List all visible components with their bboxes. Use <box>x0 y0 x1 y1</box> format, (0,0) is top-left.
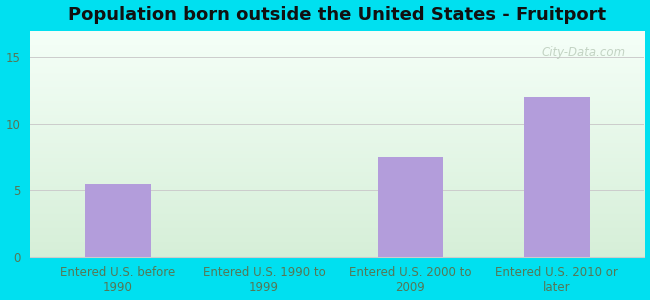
Title: Population born outside the United States - Fruitport: Population born outside the United State… <box>68 6 606 24</box>
Bar <box>378 157 443 257</box>
Text: City-Data.com: City-Data.com <box>542 46 626 59</box>
Bar <box>85 184 151 257</box>
Bar <box>524 97 590 257</box>
